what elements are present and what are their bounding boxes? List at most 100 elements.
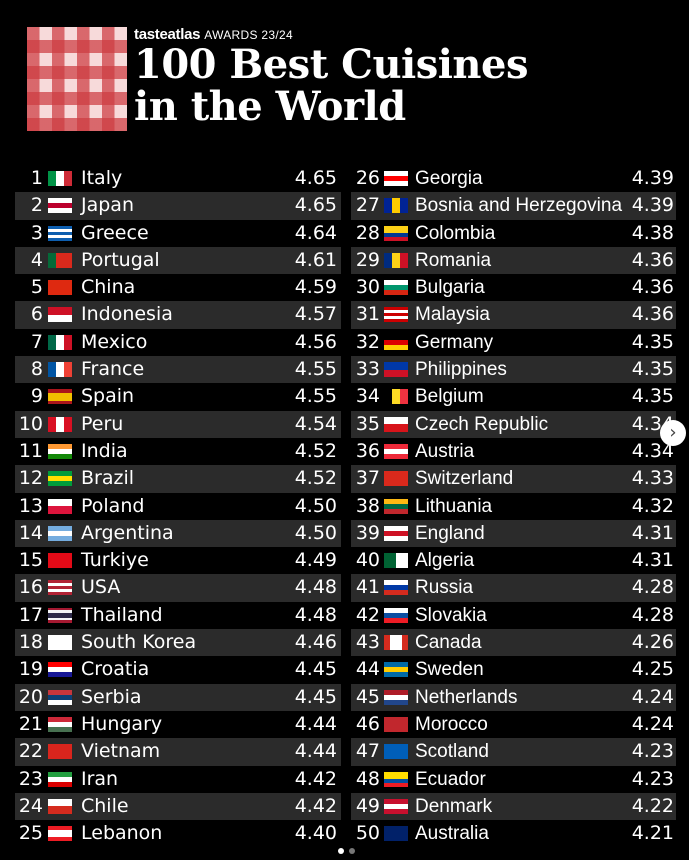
flag-icon xyxy=(48,607,72,623)
country-name: Bulgaria xyxy=(415,277,485,299)
score-value: 4.45 xyxy=(294,658,337,681)
rank-number: 40 xyxy=(355,549,380,572)
table-row: 48 Ecuador 4.23 xyxy=(351,766,676,793)
title-line-1: 100 Best Cuisines xyxy=(134,41,528,88)
rank-number: 25 xyxy=(18,822,43,845)
flag-icon xyxy=(384,525,408,541)
rank-number: 43 xyxy=(355,631,380,654)
rank-number: 32 xyxy=(355,330,380,353)
score-value: 4.35 xyxy=(631,358,674,381)
flag-icon xyxy=(384,798,408,814)
flag-icon xyxy=(384,362,408,378)
flag-icon xyxy=(48,280,72,296)
flag-icon xyxy=(384,471,408,487)
country-name: Romania xyxy=(415,249,492,271)
table-row: 8 France 4.55 xyxy=(15,356,341,384)
flag-icon xyxy=(48,334,72,350)
rank-number: 5 xyxy=(30,276,43,299)
score-value: 4.34 xyxy=(631,439,674,462)
flag-icon xyxy=(384,389,408,405)
flag-icon xyxy=(384,771,408,787)
page-dot[interactable] xyxy=(349,848,355,854)
table-row: 3 Greece 4.64 xyxy=(15,220,341,247)
flag-icon xyxy=(48,362,72,378)
country-name: Austria xyxy=(415,440,475,462)
score-value: 4.42 xyxy=(294,767,337,790)
table-row: 47 Scotland 4.23 xyxy=(351,738,676,766)
table-row: 4 Portugal 4.61 xyxy=(15,246,341,275)
score-value: 4.56 xyxy=(294,330,337,353)
table-row: 5 China 4.59 xyxy=(15,274,341,301)
score-value: 4.45 xyxy=(294,685,337,708)
table-row: 36 Austria 4.34 xyxy=(351,438,676,465)
score-value: 4.55 xyxy=(294,385,337,408)
country-name: Russia xyxy=(415,577,474,599)
score-value: 4.50 xyxy=(294,494,337,517)
table-row: 28 Colombia 4.38 xyxy=(351,220,676,247)
flag-icon xyxy=(384,607,408,623)
rank-number: 29 xyxy=(355,248,380,271)
score-value: 4.35 xyxy=(631,385,674,408)
table-row: 9 Spain 4.55 xyxy=(15,383,341,410)
table-row: 38 Lithuania 4.32 xyxy=(351,493,676,520)
country-name: Bosnia and Herzegovina xyxy=(415,195,623,217)
country-name: Algeria xyxy=(415,550,475,572)
flag-icon xyxy=(384,334,408,350)
score-value: 4.31 xyxy=(631,521,674,544)
flag-icon xyxy=(48,389,72,405)
score-value: 4.44 xyxy=(294,712,337,735)
page-dot[interactable] xyxy=(338,848,344,854)
score-value: 4.44 xyxy=(294,740,337,763)
rank-number: 11 xyxy=(18,439,43,462)
country-name: Georgia xyxy=(415,168,483,189)
score-value: 4.36 xyxy=(631,303,674,326)
score-value: 4.22 xyxy=(631,794,674,817)
score-value: 4.35 xyxy=(631,330,674,353)
rank-number: 21 xyxy=(18,712,43,735)
rank-number: 22 xyxy=(18,740,43,763)
table-row: 26 Georgia 4.39 xyxy=(351,165,676,192)
country-name: Indonesia xyxy=(81,303,173,326)
flag-icon xyxy=(48,716,72,732)
rank-number: 9 xyxy=(30,385,43,408)
score-value: 4.54 xyxy=(294,412,337,435)
score-value: 4.33 xyxy=(631,467,674,490)
header: tasteatlas AWARDS 23/24 100 Best Cuisines… xyxy=(0,0,689,160)
score-value: 4.24 xyxy=(631,712,674,735)
country-name: Chile xyxy=(81,794,129,817)
rank-number: 2 xyxy=(30,194,43,217)
flag-icon xyxy=(48,525,72,541)
score-value: 4.23 xyxy=(631,740,674,763)
table-row: 39 England 4.31 xyxy=(351,519,676,548)
country-name: Canada xyxy=(415,632,482,654)
score-value: 4.28 xyxy=(631,603,674,626)
table-row: 45 Netherlands 4.24 xyxy=(351,683,676,711)
country-name: Slovakia xyxy=(415,604,487,626)
rank-number: 33 xyxy=(355,358,380,381)
flag-icon xyxy=(48,443,72,459)
score-value: 4.26 xyxy=(631,631,674,654)
flag-icon xyxy=(48,171,72,186)
chevron-right-icon[interactable]: › xyxy=(660,420,686,446)
table-row: 43 Canada 4.26 xyxy=(351,629,676,657)
rank-number: 26 xyxy=(355,167,380,189)
country-name: Vietnam xyxy=(81,740,161,763)
country-name: Belgium xyxy=(415,386,484,408)
rank-number: 49 xyxy=(355,794,380,817)
score-value: 4.48 xyxy=(294,603,337,626)
rank-number: 41 xyxy=(355,576,380,599)
rank-number: 23 xyxy=(18,767,43,790)
rank-number: 46 xyxy=(355,712,380,735)
rank-number: 28 xyxy=(355,221,380,244)
rank-number: 42 xyxy=(355,603,380,626)
flag-icon xyxy=(48,662,72,678)
table-row: 7 Mexico 4.56 xyxy=(15,329,341,356)
score-value: 4.28 xyxy=(631,576,674,599)
table-row: 17 Thailand 4.48 xyxy=(15,602,341,629)
rank-number: 1 xyxy=(30,167,43,189)
country-name: USA xyxy=(81,576,121,599)
country-name: Argentina xyxy=(81,521,174,544)
ranking-list-right: 26 Georgia 4.39 27 Bosnia and Herzegovina 4.3… xyxy=(351,165,676,847)
flag-icon xyxy=(48,307,72,323)
flag-icon xyxy=(48,471,72,487)
